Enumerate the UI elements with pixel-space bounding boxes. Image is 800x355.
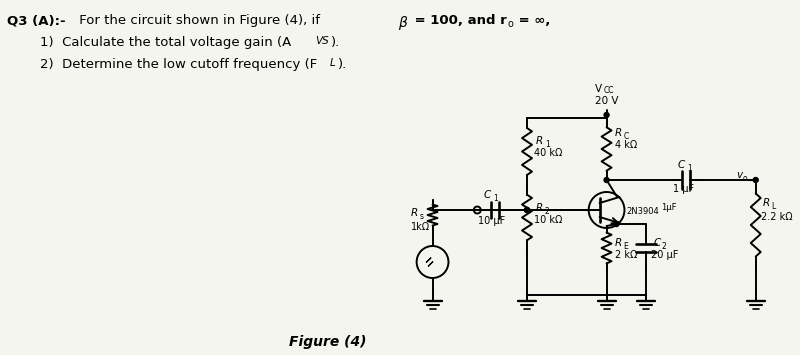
Text: C: C [678, 160, 685, 170]
Text: R: R [536, 203, 543, 213]
Text: ).: ). [338, 58, 347, 71]
Text: s: s [420, 212, 424, 221]
Circle shape [754, 178, 758, 182]
Text: 1)  Calculate the total voltage gain (A: 1) Calculate the total voltage gain (A [40, 36, 291, 49]
Circle shape [525, 208, 530, 213]
Text: 2: 2 [662, 242, 666, 251]
Text: C: C [484, 190, 491, 200]
Text: 10 μF: 10 μF [478, 216, 505, 226]
Text: 1kΩ: 1kΩ [410, 222, 430, 232]
Text: 2 kΩ: 2 kΩ [614, 250, 637, 260]
Text: Figure (4): Figure (4) [290, 335, 367, 349]
Text: C: C [654, 238, 661, 248]
Text: E: E [623, 242, 628, 251]
Text: 1: 1 [545, 140, 550, 149]
Text: C: C [623, 132, 629, 141]
Text: CC: CC [603, 86, 614, 95]
Text: 2.2 kΩ: 2.2 kΩ [761, 212, 792, 222]
Text: = ∞,: = ∞, [514, 14, 550, 27]
Text: = 100, and r: = 100, and r [410, 14, 506, 27]
Text: 2)  Determine the low cutoff frequency (F: 2) Determine the low cutoff frequency (F [40, 58, 317, 71]
Text: 20 μF: 20 μF [651, 250, 678, 260]
Text: 2: 2 [545, 207, 550, 216]
Text: 2N3904: 2N3904 [626, 208, 659, 217]
Text: VS: VS [315, 36, 329, 46]
Text: L: L [330, 58, 336, 68]
Text: ).: ). [331, 36, 340, 49]
Text: R: R [762, 198, 770, 208]
Text: v: v [736, 170, 742, 180]
Text: 1 μF: 1 μF [673, 184, 694, 194]
Text: For the circuit shown in Figure (4), if: For the circuit shown in Figure (4), if [74, 14, 324, 27]
Text: V: V [595, 84, 602, 94]
Text: 1: 1 [686, 164, 691, 173]
Circle shape [604, 178, 609, 182]
Text: $\beta$: $\beta$ [398, 14, 408, 32]
Text: R: R [410, 208, 418, 218]
Text: R: R [614, 128, 622, 138]
Text: o: o [507, 19, 513, 29]
Text: 1μF: 1μF [662, 203, 677, 213]
Text: 1: 1 [493, 194, 498, 203]
Text: L: L [772, 202, 776, 211]
Circle shape [614, 222, 619, 226]
Text: 40 kΩ: 40 kΩ [534, 148, 562, 158]
Circle shape [604, 113, 609, 118]
Text: 4 kΩ: 4 kΩ [614, 140, 637, 150]
Text: Q3 (A):-: Q3 (A):- [7, 14, 66, 27]
Text: R: R [614, 238, 622, 248]
Text: 10 kΩ: 10 kΩ [534, 215, 562, 225]
Circle shape [525, 208, 530, 213]
Text: o: o [742, 174, 747, 183]
Text: 20 V: 20 V [595, 96, 618, 106]
Text: R: R [536, 136, 543, 146]
